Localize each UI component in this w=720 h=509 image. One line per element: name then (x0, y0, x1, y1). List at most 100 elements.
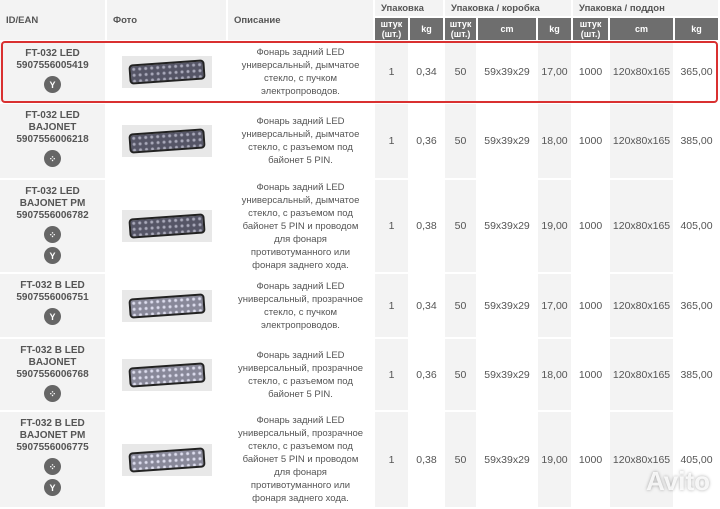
cell-pal-cm: 120x80x165 (610, 180, 676, 274)
cell-pal-kg: 385,00 (675, 339, 720, 412)
header-box: Упаковка / коробка (445, 0, 574, 18)
lamp-image (127, 361, 206, 388)
cell-pal-cm: 120x80x165 (610, 42, 676, 104)
cell-pcs: 1 (375, 42, 410, 104)
cell-pal-cm: 120x80x165 (610, 104, 676, 180)
wire-bundle-icon: Y (44, 308, 61, 325)
cell-box-pcs: 50 (445, 339, 479, 412)
product-id: FT-032 B LED BAJONET (20, 345, 85, 368)
lamp-image (127, 213, 206, 239)
cell-box-cm: 59x39x29 (478, 104, 539, 180)
cell-photo (107, 274, 228, 339)
cell-box-pcs: 50 (445, 104, 479, 180)
subheader-pcs: штук (шт.) (375, 18, 410, 42)
cell-description: Фонарь задний LED универсальный, прозрач… (228, 412, 375, 509)
cell-pal-cm: 120x80x165 (610, 339, 676, 412)
cell-pal-pcs: 1000 (573, 339, 611, 412)
wire-bundle-icon: Y (44, 76, 61, 93)
cell-kg: 0,34 (410, 274, 446, 339)
product-photo[interactable] (121, 56, 212, 88)
product-id: FT-032 B LED BAJONET PM (19, 418, 86, 441)
ean: 5907556006782 (16, 210, 89, 221)
connector-icon: ⁘ (44, 385, 61, 402)
feature-icons: ⁘ (2, 150, 103, 167)
table-row: FT-032 B LED 5907556006751 Y Фонарь задний… (0, 274, 720, 339)
ean: 5907556006218 (16, 134, 89, 145)
cell-pcs: 1 (375, 274, 410, 339)
cell-kg: 0,38 (410, 412, 446, 509)
cell-box-cm: 59x39x29 (478, 274, 539, 339)
cell-photo (107, 412, 228, 509)
lamp-image (127, 292, 206, 319)
cell-kg: 0,38 (410, 180, 446, 274)
cell-pcs: 1 (375, 339, 410, 412)
cell-pal-kg: 365,00 (675, 42, 720, 104)
cell-pal-pcs: 1000 (573, 42, 611, 104)
ean: 5907556005419 (16, 60, 89, 71)
cell-photo (107, 42, 228, 104)
cell-box-kg: 17,00 (538, 42, 574, 104)
cell-id: FT-032 B LED BAJONET PM 5907556006775 ⁘ Y (0, 412, 107, 509)
product-photo[interactable] (121, 289, 212, 322)
feature-icons: Y (2, 76, 103, 93)
cell-pcs: 1 (375, 180, 410, 274)
cell-box-pcs: 50 (445, 180, 479, 274)
product-photo[interactable] (121, 210, 212, 242)
cell-id: FT-032 LED 5907556005419 Y (0, 42, 107, 104)
feature-icons: Y (2, 308, 103, 325)
cell-box-pcs: 50 (445, 42, 479, 104)
cell-description: Фонарь задний LED универсальный, дымчато… (228, 180, 375, 274)
connector-icon: ⁘ (44, 458, 61, 475)
cell-id: FT-032 LED BAJONET 5907556006218 ⁘ (0, 104, 107, 180)
cell-pal-cm: 120x80x165 (610, 274, 676, 339)
header-id: ID/EAN (0, 0, 107, 42)
header-photo: Фото (107, 0, 228, 42)
feature-icons: ⁘ (2, 385, 103, 402)
product-id: FT-032 B LED (20, 280, 85, 291)
ean: 5907556006768 (16, 369, 89, 380)
subheader-kg: kg (675, 18, 720, 42)
cell-pal-pcs: 1000 (573, 412, 611, 509)
header-pack: Упаковка (375, 0, 446, 18)
product-photo[interactable] (121, 358, 212, 391)
product-id: FT-032 LED BAJONET PM (19, 186, 86, 209)
subheader-kg: kg (410, 18, 446, 42)
header-pallet: Упаковка / поддон (573, 0, 720, 18)
table-row: FT-032 LED BAJONET 5907556006218 ⁘ Фонарь … (0, 104, 720, 180)
cell-pal-kg: 365,00 (675, 274, 720, 339)
cell-pal-kg: 405,00 (675, 180, 720, 274)
cell-box-kg: 19,00 (538, 412, 574, 509)
product-id: FT-032 LED BAJONET (25, 110, 80, 133)
cell-pcs: 1 (375, 412, 410, 509)
cell-kg: 0,34 (410, 42, 446, 104)
cell-kg: 0,36 (410, 339, 446, 412)
connector-icon: ⁘ (44, 226, 61, 243)
cell-id: FT-032 LED BAJONET PM 5907556006782 ⁘ Y (0, 180, 107, 274)
cell-photo (107, 180, 228, 274)
wire-bundle-icon: Y (44, 247, 61, 264)
cell-pal-pcs: 1000 (573, 274, 611, 339)
cell-pal-kg: 385,00 (675, 104, 720, 180)
table-row: FT-032 B LED BAJONET 5907556006768 ⁘ Фонар… (0, 339, 720, 412)
cell-id: FT-032 B LED 5907556006751 Y (0, 274, 107, 339)
product-id: FT-032 LED (25, 48, 80, 59)
subheader-pcs: штук (шт.) (445, 18, 479, 42)
lamp-image (127, 128, 206, 154)
cell-box-cm: 59x39x29 (478, 412, 539, 509)
header-description: Описание (228, 0, 375, 42)
product-photo[interactable] (121, 443, 212, 476)
table-row: FT-032 LED 5907556005419 Y Фонарь задний L… (0, 42, 720, 104)
subheader-cm: cm (610, 18, 676, 42)
cell-box-cm: 59x39x29 (478, 339, 539, 412)
feature-icons: ⁘ Y (2, 226, 103, 264)
cell-photo (107, 104, 228, 180)
connector-icon: ⁘ (44, 150, 61, 167)
cell-box-pcs: 50 (445, 274, 479, 339)
table-row: FT-032 LED BAJONET PM 5907556006782 ⁘ Y Фон… (0, 180, 720, 274)
cell-box-kg: 18,00 (538, 104, 574, 180)
cell-kg: 0,36 (410, 104, 446, 180)
product-photo[interactable] (121, 125, 212, 157)
table-row: FT-032 B LED BAJONET PM 5907556006775 ⁘ Y Ф… (0, 412, 720, 509)
wire-bundle-icon: Y (44, 479, 61, 496)
